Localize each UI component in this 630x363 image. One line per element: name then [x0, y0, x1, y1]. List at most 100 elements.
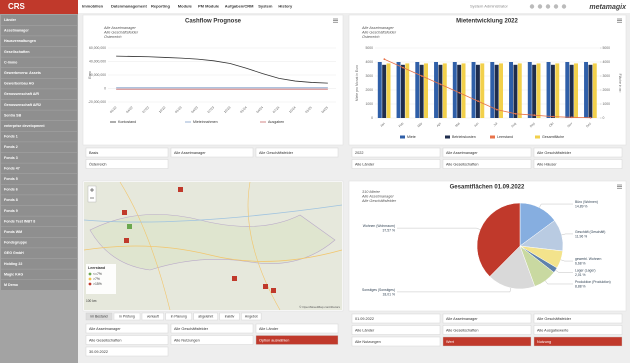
filter-field[interactable]: [85, 147, 169, 158]
menu-item: Reporting: [151, 4, 170, 9]
status-button[interactable]: [165, 312, 193, 321]
filter-field[interactable]: [533, 336, 623, 347]
filter-field[interactable]: [533, 147, 623, 158]
filter-field[interactable]: [351, 147, 441, 158]
icon[interactable]: [553, 4, 559, 9]
sidebar-item[interactable]: [1, 121, 77, 131]
sidebar-item[interactable]: [1, 195, 77, 206]
user[interactable]: System Administrator: [470, 4, 508, 9]
bar: [574, 63, 578, 118]
sidebar-item[interactable]: [1, 216, 77, 227]
y-tick-label: 40,000,000: [89, 59, 106, 63]
filter-field[interactable]: [351, 325, 441, 335]
marker[interactable]: [271, 288, 276, 293]
filter-label: Alle Assetmanager: [174, 151, 206, 155]
point: [477, 100, 480, 103]
menu-item: Immobilien: [82, 4, 104, 9]
sidebar-item[interactable]: [1, 99, 77, 110]
icon[interactable]: [545, 4, 551, 9]
sidebar-item[interactable]: [1, 57, 77, 68]
status-label: Angebot: [245, 314, 258, 318]
status-button[interactable]: [241, 312, 262, 321]
status-button[interactable]: [193, 312, 218, 321]
sidebar-item[interactable]: [1, 36, 77, 47]
filter-label: 30.09.2022: [89, 350, 108, 354]
status-button[interactable]: [113, 312, 141, 321]
bar: [442, 63, 447, 118]
chart-subtitle: Österreich: [104, 35, 122, 39]
marker[interactable]: [263, 284, 268, 289]
filter-field[interactable]: [170, 335, 254, 345]
zoom-control[interactable]: [87, 185, 97, 203]
sidebar-item[interactable]: [1, 110, 77, 121]
filter-field[interactable]: [255, 335, 339, 345]
filter-field[interactable]: [442, 159, 532, 169]
sidebar-item[interactable]: [1, 280, 77, 290]
sidebar-item[interactable]: [1, 78, 77, 89]
status-button[interactable]: [219, 312, 240, 321]
filter-field[interactable]: [533, 325, 623, 335]
icon[interactable]: [561, 4, 567, 9]
marker[interactable]: [178, 187, 183, 192]
filter-field[interactable]: [533, 313, 623, 324]
slice-value: 6,68 %: [575, 261, 586, 265]
sidebar-item[interactable]: [1, 163, 77, 174]
sidebar-item[interactable]: [1, 152, 77, 163]
sidebar-item[interactable]: [1, 227, 77, 237]
bar: [494, 64, 499, 118]
filter-field[interactable]: [255, 147, 339, 158]
status-button[interactable]: [85, 312, 113, 321]
marker[interactable]: [124, 238, 129, 243]
status-button[interactable]: [141, 312, 164, 321]
sidebar-item[interactable]: [1, 237, 77, 248]
menu-item: System: [258, 4, 273, 9]
filter-field[interactable]: [533, 159, 623, 169]
filter-field[interactable]: [85, 159, 169, 169]
filter-field[interactable]: [255, 323, 339, 334]
filter-label: Option auswählen: [259, 338, 289, 342]
sidebar-item[interactable]: [1, 131, 77, 142]
slice-value: 2,01 %: [575, 273, 586, 277]
legend-swatch: [88, 277, 92, 281]
marker[interactable]: [232, 276, 237, 281]
icon[interactable]: [529, 4, 535, 9]
x-tick-label: 01/23: [174, 105, 183, 114]
legend-label: >15%: [93, 282, 102, 286]
filter-field[interactable]: [442, 313, 532, 324]
legend-swatch: [535, 135, 540, 139]
filter-field[interactable]: [170, 323, 254, 334]
filter-field[interactable]: [351, 159, 441, 169]
sidebar-item[interactable]: [1, 46, 77, 57]
sidebar-label: Gesellschaften: [4, 50, 30, 54]
y-tick-label: -20,000,000: [88, 100, 106, 104]
filter-field[interactable]: [85, 346, 169, 357]
sidebar-item[interactable]: [1, 142, 77, 153]
sidebar-item[interactable]: [1, 174, 77, 184]
sidebar-item[interactable]: [1, 205, 77, 216]
sidebar-item[interactable]: [1, 184, 77, 195]
sidebar-item[interactable]: [1, 248, 77, 259]
filter-field[interactable]: [85, 335, 169, 345]
sidebar-item[interactable]: [1, 15, 77, 25]
marker[interactable]: [122, 210, 127, 215]
sidebar-label: Fonds 6: [4, 188, 18, 192]
sidebar-item[interactable]: [1, 89, 77, 100]
filter-field[interactable]: [351, 336, 441, 347]
sidebar-item[interactable]: [1, 258, 77, 269]
x-tick-label: 07/22: [142, 105, 151, 114]
filter-field[interactable]: [85, 323, 169, 334]
icon[interactable]: [537, 4, 543, 9]
marker[interactable]: [127, 224, 132, 229]
filter-field[interactable]: [170, 147, 254, 158]
y-tick-label: 4000: [365, 60, 373, 64]
sidebar-item[interactable]: [1, 25, 77, 36]
filter-field[interactable]: [442, 336, 532, 347]
sidebar-item[interactable]: [1, 269, 77, 280]
filter-field[interactable]: [351, 313, 441, 324]
map[interactable]: [83, 181, 343, 311]
sidebar-item[interactable]: [1, 68, 77, 78]
y-axis-title: Miete pro Monat in Euro: [355, 65, 359, 101]
filter-field[interactable]: [442, 325, 532, 335]
filter-field[interactable]: [442, 147, 532, 158]
slice-label: Geschäft (Geschäft): [575, 230, 605, 234]
